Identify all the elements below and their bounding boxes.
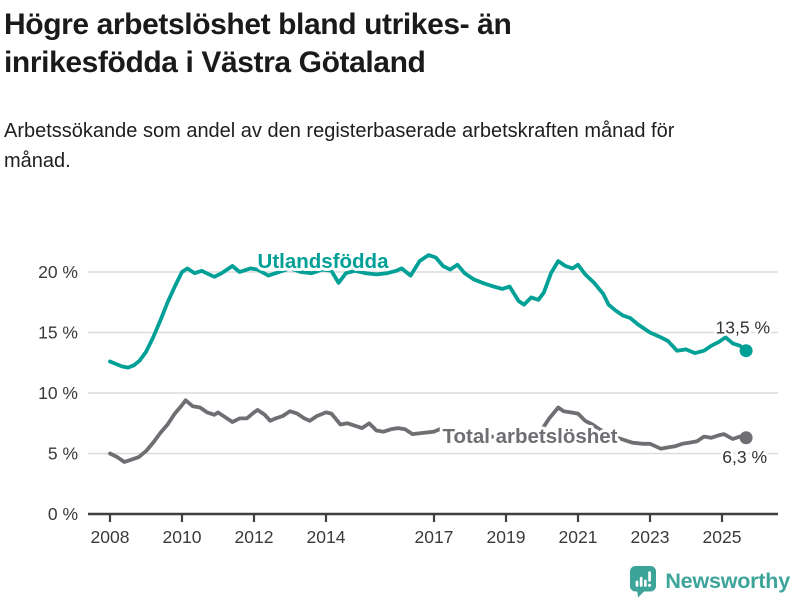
series-label-total: Total arbetslöshet <box>442 425 617 448</box>
series-end-dot-utlandsfodda <box>739 344 753 358</box>
brand-name: Newsworthy <box>665 569 790 593</box>
x-tick-label: 2019 <box>487 527 526 547</box>
unemployment-line-chart: 20 % 15 % 10 % 5 % 0 % 2008 2010 2012 2014 2017 20… <box>38 247 778 547</box>
x-tick-label: 2012 <box>235 527 274 547</box>
page-title-line2: inrikesfödda i Västra Götaland <box>4 46 426 79</box>
series-line-utlandsfodda <box>108 253 748 370</box>
x-tick-label: 2025 <box>703 527 742 547</box>
x-tick-label: 2010 <box>163 527 202 547</box>
series-end-dot-total <box>739 431 753 445</box>
y-tick-label: 5 % <box>48 444 78 464</box>
x-tick-label: 2017 <box>415 527 454 547</box>
x-tick-label: 2023 <box>631 527 670 547</box>
y-tick-label: 15 % <box>38 323 78 343</box>
x-tick-label: 2021 <box>559 527 598 547</box>
newsworthy-logo-icon <box>630 566 657 598</box>
series-label-utlandsfodda: Utlandsfödda <box>258 250 390 273</box>
y-tick-label: 20 % <box>38 262 78 282</box>
series-line-total <box>108 398 748 464</box>
y-tick-label: 0 % <box>48 504 78 524</box>
chart-subtitle: Arbetssökande som andel av den registerb… <box>4 120 675 172</box>
newsworthy-brand: Newsworthy <box>628 565 790 598</box>
series-end-value-total: 6,3 % <box>722 447 767 467</box>
y-tick-label: 10 % <box>38 383 78 403</box>
x-tick-label: 2008 <box>91 527 130 547</box>
page-title: Högre arbetslöshet bland utrikes- än inri… <box>0 6 800 82</box>
x-tick-label: 2014 <box>307 527 346 547</box>
series-end-value-utlandsfodda: 13,5 % <box>716 318 770 338</box>
page-title-line1: Högre arbetslöshet bland utrikes- än <box>4 8 512 41</box>
